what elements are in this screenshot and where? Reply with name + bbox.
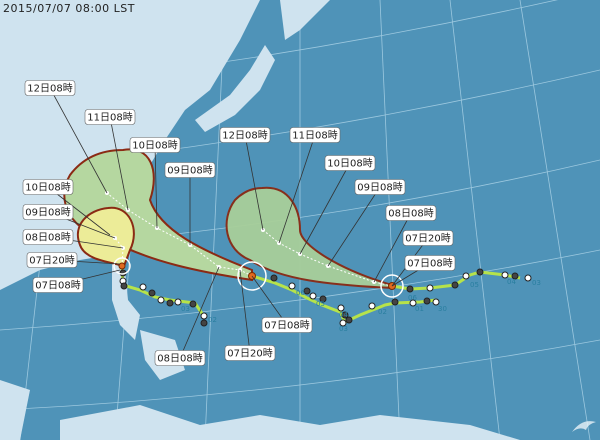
forecast-label-east: 10日08時 bbox=[327, 158, 372, 170]
forecast-label-east: 09日08時 bbox=[357, 182, 402, 194]
forecast-label-box bbox=[164, 162, 216, 178]
svg-text:30: 30 bbox=[438, 305, 447, 313]
leader-line bbox=[154, 144, 158, 229]
forecast-label-box bbox=[224, 345, 276, 361]
cone-east bbox=[225, 186, 393, 290]
leader-line bbox=[47, 186, 111, 236]
forecast-label-west: 07日08時 bbox=[35, 280, 80, 292]
forecast-label-box bbox=[154, 350, 206, 366]
timestamp: 2015/07/07 08:00 LST bbox=[3, 2, 135, 15]
svg-text:05: 05 bbox=[470, 281, 479, 289]
storm-center-middle bbox=[237, 261, 267, 291]
forecast-label-middle: 11日08時 bbox=[87, 112, 132, 124]
leader-line bbox=[278, 134, 316, 244]
forecast-label-west: 07日20時 bbox=[29, 255, 74, 267]
svg-text:06: 06 bbox=[296, 289, 305, 297]
cone-middle bbox=[63, 148, 253, 282]
forecast-label-box bbox=[324, 155, 376, 171]
forecast-label-middle: 10日08時 bbox=[132, 140, 177, 152]
leader-line bbox=[251, 275, 288, 326]
forecast-label-east: 07日08時 bbox=[407, 258, 452, 270]
svg-text:03: 03 bbox=[181, 305, 190, 313]
forecast-label-box bbox=[289, 127, 341, 143]
forecast-label-east: 07日20時 bbox=[405, 233, 450, 245]
forecast-label-box bbox=[22, 204, 74, 220]
leader-line bbox=[373, 212, 412, 283]
forecast-label-box bbox=[22, 229, 74, 245]
forecast-label-box bbox=[84, 109, 136, 125]
storm-center-west bbox=[113, 257, 131, 275]
cone-west bbox=[77, 206, 135, 268]
forecast-label-middle: 12日08時 bbox=[27, 83, 72, 95]
svg-text:05: 05 bbox=[316, 300, 325, 308]
svg-text:06: 06 bbox=[408, 294, 417, 302]
leader-line bbox=[244, 134, 264, 231]
forecast-label-west: 09日08時 bbox=[25, 207, 70, 219]
forecast-label-box bbox=[129, 137, 181, 153]
forecast-label-box bbox=[26, 252, 78, 268]
leader-line bbox=[327, 186, 381, 267]
forecast-label-west: 10日08時 bbox=[25, 182, 70, 194]
svg-text:04: 04 bbox=[507, 278, 516, 286]
forecast-label-middle: 08日08時 bbox=[157, 353, 202, 365]
forecast-label-box bbox=[32, 277, 84, 293]
forecast-label-east: 08日08時 bbox=[388, 208, 433, 220]
svg-text:04: 04 bbox=[339, 311, 348, 319]
storm-center-east bbox=[380, 274, 404, 298]
forecast-label-east: 12日08時 bbox=[222, 130, 267, 142]
svg-text:01: 01 bbox=[415, 305, 424, 313]
past-track-day-marks: 06 05 04 03 02 01 30 06 05 04 03 03 02 bbox=[181, 278, 541, 333]
forecast-label-box bbox=[24, 80, 76, 96]
forecast-label-middle: 07日20時 bbox=[227, 348, 272, 360]
forecast-label-box bbox=[385, 205, 437, 221]
past-points bbox=[119, 268, 532, 327]
forecast-label-box bbox=[261, 317, 313, 333]
forecast-label-box bbox=[354, 179, 406, 195]
forecast-time-labels: 10日08時 09日08時 08日08時 07日20時 07日08時 12日08時 11日0… bbox=[22, 80, 456, 366]
leader-line bbox=[299, 162, 351, 255]
forecast-label-east: 11日08時 bbox=[292, 130, 337, 142]
svg-text:03: 03 bbox=[339, 325, 348, 333]
leader-line bbox=[49, 87, 108, 194]
forecast-label-box bbox=[22, 179, 74, 195]
forecast-label-west: 08日08時 bbox=[25, 232, 70, 244]
svg-text:02: 02 bbox=[378, 308, 387, 316]
leader-line bbox=[109, 116, 129, 211]
logo-icon bbox=[572, 421, 596, 432]
leader-line bbox=[179, 266, 220, 359]
forecast-label-middle: 07日08時 bbox=[264, 320, 309, 332]
leader-line bbox=[239, 269, 251, 354]
forecast-label-box bbox=[402, 230, 454, 246]
forecast-label-box bbox=[219, 127, 271, 143]
svg-text:02: 02 bbox=[208, 316, 217, 324]
forecast-label-middle: 09日08時 bbox=[167, 165, 212, 177]
svg-text:03: 03 bbox=[532, 279, 541, 287]
forecast-label-box bbox=[404, 255, 456, 271]
